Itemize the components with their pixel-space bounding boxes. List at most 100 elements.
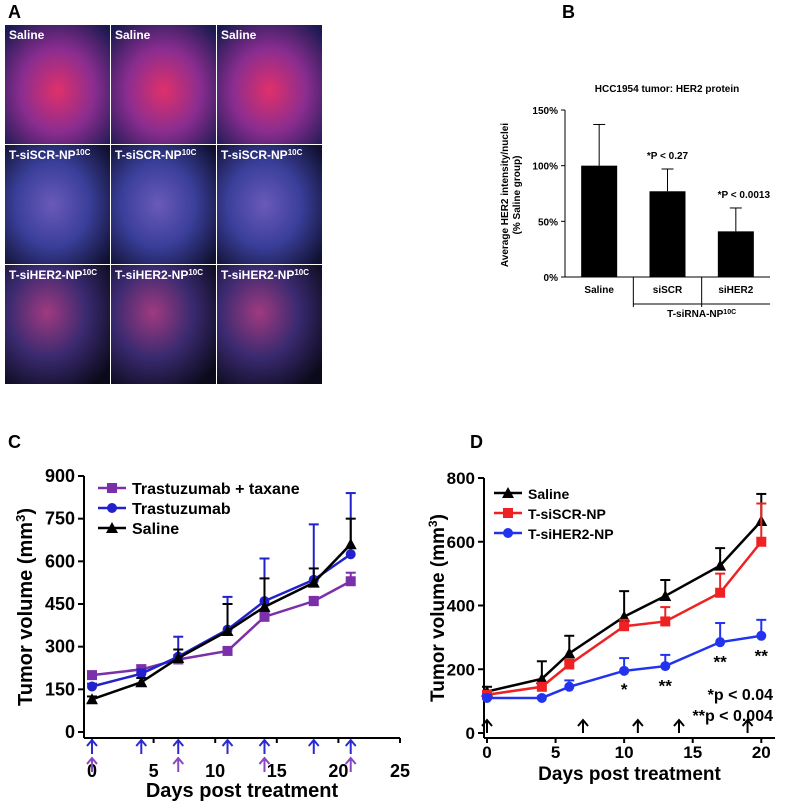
panel-label: C (8, 432, 21, 452)
marker (714, 559, 727, 571)
x-tick-label: 20 (328, 761, 348, 781)
panel-label: B (562, 2, 575, 22)
label-text: Saline (221, 28, 257, 42)
marker (107, 483, 117, 493)
marker (659, 589, 672, 601)
label-text: T-siHER2-NP (115, 268, 188, 282)
annotation: *P < 0.0013 (718, 190, 771, 201)
legend-label: Saline (132, 521, 179, 538)
dose-arrow (344, 738, 357, 754)
significance-mark: ** (755, 646, 769, 665)
micrograph-label: T-siSCR-NP10C (115, 148, 197, 163)
micrograph-label: T-siHER2-NP10C (221, 268, 309, 283)
marker (503, 508, 513, 518)
label-text: Saline (115, 28, 151, 42)
x-tick-label: Saline (584, 285, 614, 296)
micrograph (217, 25, 322, 144)
marker (503, 528, 513, 538)
marker (345, 549, 356, 560)
x-tick-label: 10 (615, 743, 634, 762)
y-axis-label: Tumor volume (mm3) (13, 508, 38, 706)
significance-mark: ** (714, 653, 728, 672)
micrograph-label: Saline (115, 28, 151, 42)
label-text: Tumor volume (mm (15, 522, 37, 706)
x-tick-label: 20 (752, 743, 771, 762)
y-tick-label: 900 (45, 466, 75, 486)
legend-label: T-siHER2-NP (528, 526, 614, 542)
dose-arrow (481, 718, 493, 733)
y-tick-label: 0 (466, 724, 475, 743)
label-sup: 3 (426, 520, 440, 527)
marker (619, 665, 630, 676)
y-tick-label: 800 (447, 469, 475, 488)
marker (715, 637, 726, 648)
marker (259, 611, 270, 622)
bar (649, 191, 686, 277)
dose-arrow (307, 738, 320, 754)
y-tick-label: 400 (447, 597, 475, 616)
y-tick-label: 0% (544, 273, 559, 284)
marker (87, 670, 97, 681)
micrograph (5, 145, 110, 264)
label-sup: 10C (294, 268, 309, 277)
marker (106, 522, 118, 533)
y-tick-label: 750 (45, 509, 75, 529)
marker (307, 576, 320, 588)
micrograph (111, 25, 216, 144)
marker (502, 487, 514, 498)
label-sup: 10C (182, 148, 197, 157)
dose-arrow (344, 756, 357, 772)
label-text: T-siHER2-NP (9, 268, 82, 282)
x-tick-label: 5 (551, 743, 560, 762)
dose-arrow (86, 756, 98, 772)
dose-arrow (86, 738, 98, 754)
marker (344, 538, 357, 550)
label-sup: 10C (188, 268, 203, 277)
label-sup: 10C (288, 148, 303, 157)
panel-label: D (470, 432, 483, 452)
x-tick-label: 0 (482, 743, 491, 762)
micrograph (217, 265, 322, 384)
x-tick-label: 15 (683, 743, 702, 762)
dose-arrow (172, 738, 185, 754)
dose-arrow (135, 738, 148, 754)
legend-label: Saline (528, 486, 569, 502)
y-tick-label: 300 (45, 637, 75, 657)
micrograph (5, 25, 110, 144)
label-text: Saline (9, 28, 45, 42)
y-axis-label: Tumor volume (mm3) (426, 514, 449, 702)
marker (564, 659, 575, 670)
marker (536, 692, 547, 703)
marker (222, 645, 233, 656)
x-tick-label: siHER2 (718, 285, 753, 296)
micrograph-label: Saline (9, 28, 45, 42)
marker (756, 536, 767, 547)
micrograph-label: T-siHER2-NP10C (9, 268, 97, 283)
x-axis-label: Days post treatment (538, 764, 721, 785)
label-text: T-siHER2-NP (221, 268, 294, 282)
label-tail: ) (428, 514, 449, 520)
panel-label: A (8, 2, 21, 22)
micrograph-label: T-siSCR-NP10C (9, 148, 91, 163)
label-tail: ) (15, 508, 37, 515)
y-tick-label: 600 (447, 533, 475, 552)
bar (717, 231, 754, 277)
label-text: T-siSCR-NP (115, 148, 182, 162)
x-axis-label: Days post treatment (146, 780, 339, 802)
legend-label: T-siSCR-NP (528, 506, 606, 522)
x-tick-label: 15 (267, 761, 287, 781)
micrograph (217, 145, 322, 264)
series-line (91, 553, 352, 688)
label-sup: 3 (13, 515, 28, 522)
label-text: T-siRNA-NP (667, 309, 723, 320)
marker (563, 647, 576, 659)
marker (482, 692, 492, 703)
dose-arrow (221, 738, 234, 754)
marker (136, 668, 147, 679)
marker (564, 681, 575, 692)
micrograph (111, 145, 216, 264)
marker (756, 630, 767, 641)
micrograph-label: Saline (221, 28, 257, 42)
series-line (91, 580, 352, 677)
